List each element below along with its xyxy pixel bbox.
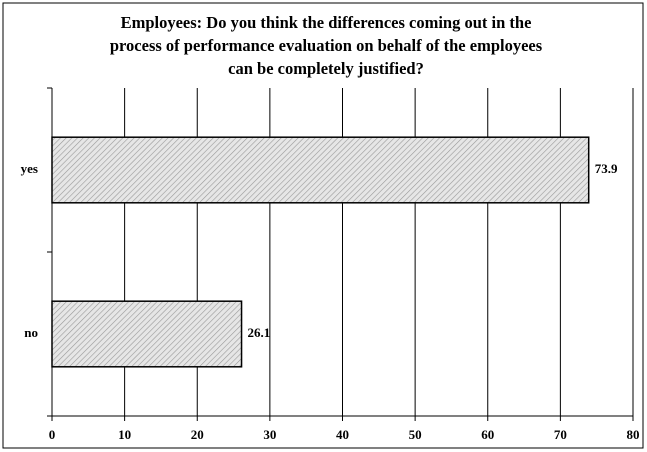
- chart-title: Employees: Do you think the differences …: [121, 13, 532, 32]
- x-tick-label: 10: [118, 427, 131, 442]
- y-tick-label: no: [24, 325, 38, 340]
- y-tick-label: yes: [21, 161, 38, 176]
- data-label: 26.1: [248, 325, 271, 340]
- x-tick-label: 30: [263, 427, 276, 442]
- bar: [51, 300, 243, 368]
- x-tick-label: 60: [481, 427, 494, 442]
- data-label: 73.9: [595, 161, 618, 176]
- chart-title: process of performance evaluation on beh…: [110, 36, 543, 55]
- x-tick-label: 20: [191, 427, 204, 442]
- x-tick-label: 40: [336, 427, 349, 442]
- x-tick-label: 0: [49, 427, 56, 442]
- bar: [51, 136, 590, 204]
- x-tick-label: 50: [409, 427, 422, 442]
- x-tick-label: 80: [627, 427, 640, 442]
- x-tick-label: 70: [554, 427, 567, 442]
- chart-title: can be completely justified?: [228, 59, 424, 78]
